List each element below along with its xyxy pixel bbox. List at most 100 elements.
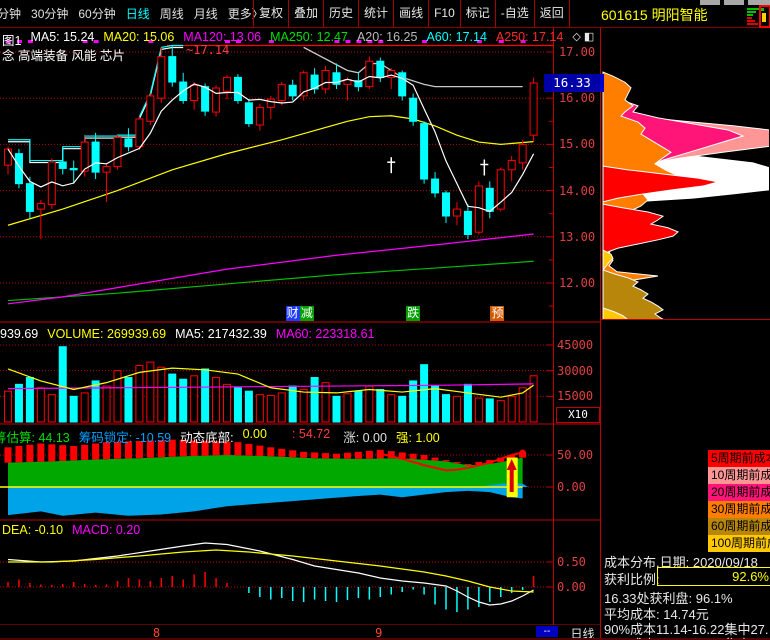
candle [69, 160, 78, 184]
candle [431, 172, 440, 198]
legend-item: MA250: 12.47 [270, 30, 348, 44]
period-tab-60分钟[interactable]: 60分钟 [78, 7, 116, 21]
window-edge-tab [748, 0, 770, 5]
chip-legend-row: 30周期前成本 [708, 501, 770, 518]
candle [507, 155, 516, 182]
toolbar-button-返回[interactable]: 返回 [533, 0, 570, 27]
candle [332, 63, 341, 89]
candle [387, 68, 396, 89]
chart-tool-icons[interactable]: ◇ ◧ [572, 31, 595, 43]
legend-item: 图1 [2, 34, 22, 48]
candle [190, 82, 199, 110]
candle [266, 95, 275, 119]
volume-chart [0, 344, 553, 423]
toolbar-buttons: 复权 叠加 历史 统计 画线 F10 标记 -自选 返回 [253, 0, 570, 27]
main-chart-legend: 图1 MA5: 15.24 MA20: 15.06 MA120: 13.06 MA250… [2, 30, 603, 49]
period-tab-月线[interactable]: 月线 [193, 7, 218, 21]
corner-indicator-icon[interactable] [759, 5, 770, 28]
candle [80, 136, 89, 177]
indicator-legend-item: 筹估算: 44.13 [0, 431, 70, 445]
candle [36, 199, 45, 240]
candle [157, 47, 166, 103]
chip-indicator-legend: 筹估算: 44.13 筹码锁定: -10.59 动态底部: 0.00: 54.72 涨:… [0, 427, 449, 446]
candle [310, 68, 319, 94]
candle [496, 167, 505, 212]
volume-unit-badge: X10 [556, 407, 600, 423]
toolbar-button-F10[interactable]: F10 [428, 0, 460, 27]
toolbar-button-复权[interactable]: 复权 [253, 0, 288, 27]
volume-legend-item: MA5: 217432.39 [175, 327, 267, 341]
indicator-legend-item: 涨: 0.00 [343, 431, 387, 445]
candle [343, 77, 352, 101]
chip-legend-row: 10周期前成本 [708, 467, 770, 484]
candle [168, 45, 177, 87]
cost-distribution-date: 成本分布,日期: 2020/09/18 [604, 555, 758, 570]
toolbar-button-画线[interactable]: 画线 [393, 0, 428, 27]
macd-chart [0, 542, 553, 612]
volume-legend-item: VOLUME: 269939.69 [47, 327, 167, 341]
legend-item: MA20: 15.06 [103, 30, 175, 44]
candle [365, 56, 374, 89]
legend-item: A20: 16.25 [356, 30, 418, 44]
axis-period-label: 日线 [570, 627, 595, 640]
volume-tick-label: 45000 [557, 338, 594, 352]
chip-layer-p60 [602, 269, 664, 319]
candle [485, 181, 494, 219]
stock-title: 601615 明阳智能 [601, 5, 708, 25]
current-price-tag: 16.33 [544, 74, 600, 92]
y-tick-label: 16.00 [558, 91, 596, 106]
concept-tags: 念 高端装备 风能 芯片 [2, 49, 125, 63]
month-label: 9 [375, 626, 383, 640]
y-tick-label: 13.00 [558, 229, 596, 244]
period-tab-分钟[interactable]: 分钟 [0, 7, 22, 21]
current-price-marker [597, 74, 604, 92]
candle [58, 153, 67, 175]
chip-layer-p100 [602, 307, 628, 319]
volume-tick-label: 30000 [557, 363, 594, 378]
candle [442, 190, 450, 223]
candle [4, 146, 12, 175]
candle [124, 128, 133, 152]
toolbar-button-统计[interactable]: 统计 [358, 0, 393, 27]
macd-legend-item: DEA: -0.10 [2, 523, 64, 537]
y-tick-label: 12.00 [558, 276, 596, 290]
quote-change-icon [747, 8, 760, 25]
axis-placeholder-box: -- [536, 626, 558, 637]
menu-bar: 分钟 30分钟 60分钟 日线 周线 月线 更多〉 复权 叠加 历史 统计 画线 F10 标记 -自选 返回 [0, 0, 770, 28]
candle [321, 65, 330, 94]
profit-at-price-line: 16.33处获利盘: 96.1% [604, 591, 733, 606]
period-tab-周线[interactable]: 周线 [159, 7, 184, 21]
month-label: 8 [152, 626, 161, 640]
legend-item: MA5: 15.24 [30, 30, 95, 44]
period-tab-更多〉[interactable]: 更多〉 [227, 7, 264, 21]
period-tab-日线[interactable]: 日线 [125, 7, 150, 21]
chip-legend-row: 5周期前成本 [708, 450, 770, 467]
candle [113, 135, 122, 170]
period-tabs: 分钟 30分钟 60分钟 日线 周线 月线 更多〉 [0, 0, 269, 27]
y-tick-label: 17.00 [558, 45, 596, 59]
window-edge-tab [724, 0, 744, 5]
candle [288, 79, 297, 101]
chip-layer-p5-lower [602, 203, 679, 258]
candle [277, 82, 286, 106]
candle [255, 103, 264, 131]
period-tab-30分钟[interactable]: 30分钟 [31, 7, 69, 21]
macd-legend-item: MACD: 0.20 [72, 523, 141, 537]
main-candlestick-chart [0, 40, 553, 305]
profit-ratio-label: 获利比例: [604, 572, 660, 587]
candle [179, 72, 188, 104]
candle [25, 176, 34, 219]
main-axis-ticks [546, 51, 553, 588]
toolbar-button-标记[interactable]: 标记 [459, 0, 495, 27]
candle [518, 139, 527, 170]
toolbar-button-叠加[interactable]: 叠加 [288, 0, 323, 27]
indicator-legend-item: 强: 1.00 [395, 431, 440, 445]
toolbar-button--自选[interactable]: -自选 [494, 0, 534, 27]
event-tag-减: 减 [299, 306, 314, 321]
event-tag-跌: 跌 [406, 306, 421, 321]
legend-item: MA120: 13.06 [183, 30, 262, 44]
candle [233, 74, 242, 104]
toolbar-button-历史[interactable]: 历史 [323, 0, 358, 27]
event-tag-预: 预 [490, 306, 505, 321]
